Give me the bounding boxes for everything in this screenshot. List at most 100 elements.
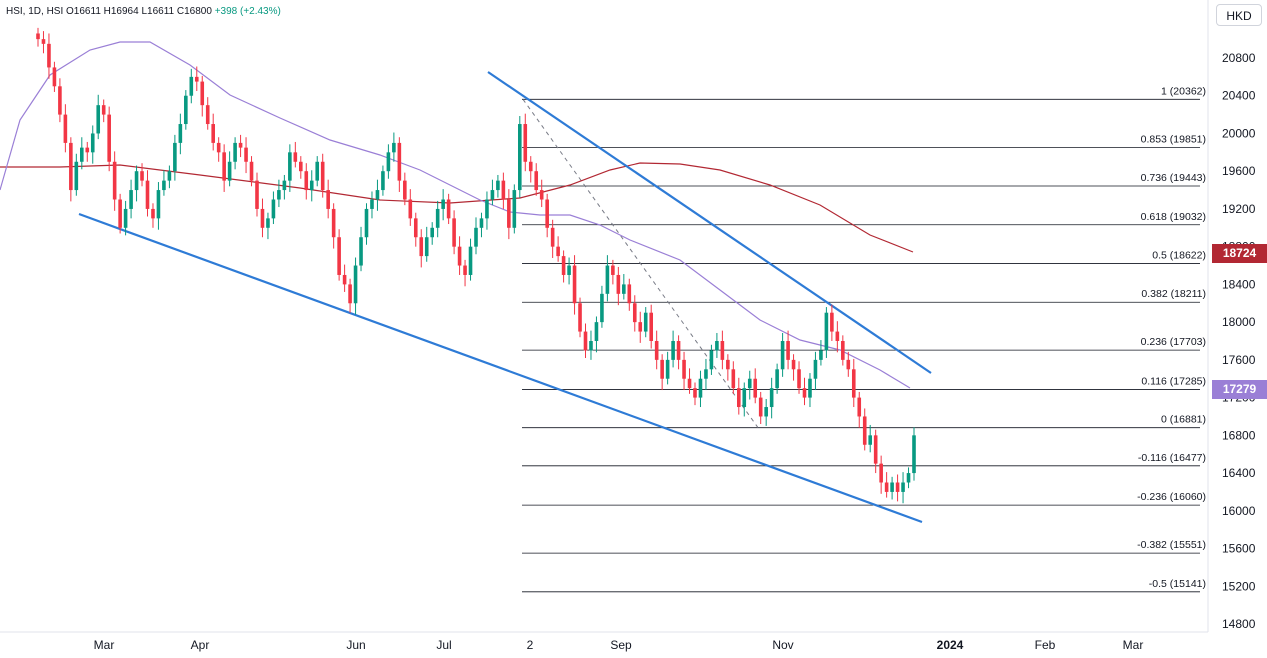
candle-body: [452, 218, 456, 247]
candle-up: [643, 307, 648, 338]
candle-body: [211, 124, 215, 143]
fib-swing-line: [522, 99, 759, 428]
candle-up: [742, 382, 747, 417]
candle-body: [315, 161, 320, 181]
candle-body: [534, 171, 539, 191]
candle-down: [654, 330, 659, 370]
candle-body: [594, 322, 599, 341]
candle-up: [490, 179, 495, 206]
candle-down: [63, 104, 68, 153]
candle-up: [665, 351, 670, 385]
candle-down: [797, 361, 801, 394]
candle-down: [244, 137, 248, 174]
candle-down: [556, 236, 560, 262]
candle-body: [518, 124, 522, 191]
candle-down: [112, 151, 117, 211]
candle-body: [523, 124, 528, 162]
candle-up: [96, 94, 101, 140]
candle-down: [632, 295, 637, 332]
candle-up: [671, 330, 675, 368]
candle-up: [90, 125, 95, 164]
candle-body: [731, 369, 736, 389]
candle-body: [539, 190, 544, 200]
candle-down: [69, 137, 73, 202]
candle-body: [485, 199, 489, 219]
candle-body: [222, 152, 226, 181]
candle-down: [101, 99, 106, 123]
candle-body: [134, 171, 139, 191]
candle-up: [567, 257, 571, 285]
candle-body: [353, 265, 358, 304]
candle-up: [764, 399, 768, 426]
candle-body: [244, 147, 248, 162]
candle-down: [118, 193, 122, 234]
candle-body: [293, 152, 298, 162]
candle-body: [671, 341, 675, 360]
candle-body: [162, 180, 166, 191]
candle-down: [539, 179, 544, 208]
candle-body: [572, 265, 577, 304]
candle-up: [353, 257, 358, 315]
y-tick-label: 17600: [1222, 353, 1256, 367]
candle-down: [216, 137, 221, 162]
candle-body: [205, 105, 210, 125]
candle-body: [381, 171, 385, 191]
y-tick-label: 15600: [1222, 542, 1256, 556]
candle-up: [271, 191, 276, 225]
candle-down: [638, 311, 643, 343]
candle-down: [331, 203, 336, 249]
candle-up: [123, 200, 128, 236]
candle-down: [47, 33, 51, 79]
candle-down: [145, 170, 150, 217]
candle-up: [435, 200, 440, 238]
candle-up: [424, 226, 429, 262]
y-tick-label: 18000: [1222, 315, 1256, 329]
candle-body: [238, 142, 243, 148]
candle-body: [501, 180, 506, 200]
candle-body: [227, 161, 232, 181]
candle-body: [753, 378, 758, 398]
ohlc-label: O16611 H16964 L16611 C16800: [66, 6, 212, 17]
candle-down: [304, 163, 309, 200]
candle-up: [600, 285, 604, 328]
candle-down: [523, 113, 528, 172]
candle-body: [435, 208, 440, 228]
candle-down: [895, 474, 900, 502]
candle-down: [835, 321, 840, 353]
candle-down: [737, 377, 741, 415]
candle-down: [255, 172, 259, 217]
candle-body: [758, 397, 763, 417]
candle-body: [528, 161, 533, 172]
candle-body: [895, 482, 900, 492]
x-tick-label: Mar: [1123, 638, 1144, 652]
candle-body: [627, 284, 632, 304]
candle-down: [507, 189, 511, 240]
fib-level-label: 0.5 (18622): [1152, 249, 1206, 261]
candle-down: [649, 304, 653, 349]
candle-body: [912, 435, 916, 474]
candle-up: [813, 351, 818, 391]
candle-down: [720, 330, 725, 370]
candle-body: [249, 161, 254, 181]
candle-body: [890, 482, 894, 492]
fib-level-label: 1 (20362): [1161, 85, 1206, 97]
y-tick-label: 16800: [1222, 428, 1256, 442]
candle-body: [233, 142, 237, 162]
candle-body: [813, 359, 818, 379]
candle-body: [561, 256, 566, 275]
fib-level-label: 0.736 (19443): [1141, 172, 1206, 184]
candle-body: [841, 341, 845, 360]
candle-body: [605, 265, 610, 294]
candle-body: [178, 124, 183, 143]
candle-body: [41, 39, 46, 44]
candle-down: [58, 78, 62, 123]
candle-body: [654, 341, 659, 360]
candle-up: [392, 132, 396, 162]
candle-body: [468, 246, 473, 275]
candle-body: [200, 81, 205, 106]
fib-level-label: -0.5 (15141): [1149, 578, 1206, 590]
currency-button[interactable]: HKD: [1216, 4, 1262, 26]
candle-up: [233, 137, 237, 170]
